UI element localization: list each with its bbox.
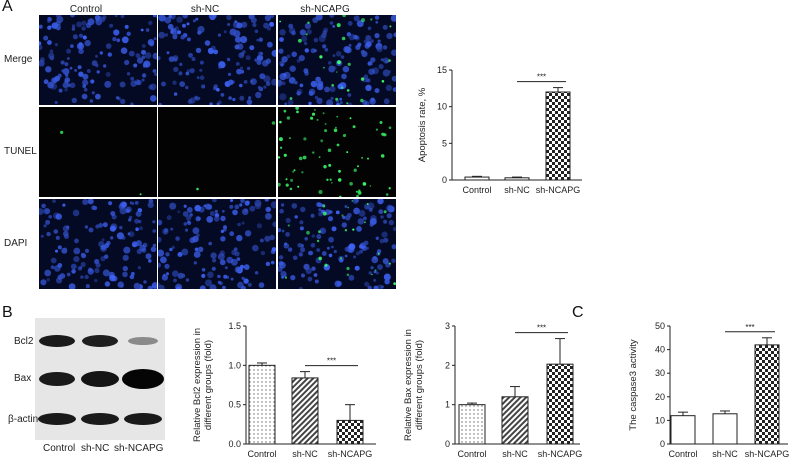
- micrograph-merge-sh-nc: [158, 15, 276, 105]
- panel-label-c: C: [572, 304, 584, 321]
- caspase3-bar: [670, 415, 696, 445]
- apoptosis-category-label: sh-NC: [504, 185, 530, 195]
- caspase3-y-tick-label: 40: [655, 345, 665, 355]
- caspase3-y-tick-label: 0: [660, 439, 665, 449]
- bcl2-y-tick-label: 0.5: [228, 400, 241, 410]
- bcl2-y-axis-label: Relative Bcl2 expression in: [192, 328, 203, 442]
- bax-y-tick-label: 0: [445, 439, 450, 449]
- bcl2-y-tick-label: 1.5: [228, 321, 241, 331]
- bax-bar: [546, 363, 574, 445]
- apoptosis-y-tick-label: 15: [437, 65, 447, 75]
- caspase3-y-tick-label: 30: [655, 368, 665, 378]
- bax-y-axis-label: Relative Bax expression in: [403, 329, 414, 441]
- bcl2-y-tick-label: 1.0: [228, 360, 241, 370]
- apoptosis-bar: [464, 176, 490, 181]
- micrograph-column-label: Control: [69, 4, 103, 15]
- wb-band-label: Bcl2: [14, 336, 34, 347]
- western-blot: [35, 318, 165, 440]
- wb-band-label: β-actin: [8, 414, 39, 425]
- wb-lane-label: Control: [43, 443, 76, 454]
- caspase3-bar: [712, 413, 738, 445]
- bcl2-category-label: sh-NCAPG: [328, 449, 373, 459]
- band-bax-shnc: [81, 371, 119, 387]
- apoptosis-bar: [504, 177, 530, 181]
- micrograph-dapi-sh-nc: [158, 199, 276, 289]
- caspase3-y-tick-label: 50: [655, 321, 665, 331]
- micrograph-merge-sh-ncapg: [278, 15, 396, 105]
- bcl2-bar: [291, 377, 319, 445]
- bax-bar: [501, 396, 529, 445]
- band-bcl2-shncapg: [128, 337, 158, 345]
- bcl2-bar: [336, 419, 364, 445]
- western-blot-bands: [35, 318, 165, 440]
- band-bcl2-shnc: [82, 335, 118, 347]
- wb-band-label: Bax: [14, 373, 32, 384]
- micrograph-dapi-sh-ncapg: [278, 199, 396, 289]
- apoptosis-y-tick-label: 5: [442, 138, 447, 148]
- micrograph-row-label: Merge: [4, 54, 33, 65]
- band-bax-shncapg: [122, 369, 164, 389]
- apoptosis-significance-label: ***: [537, 73, 546, 82]
- apoptosis-bar: [545, 91, 571, 181]
- bcl2-y-axis-label: different groups (fold): [203, 340, 214, 430]
- caspase3-y-axis-label: The caspase3 activity: [628, 339, 639, 431]
- bax-y-tick-label: 3: [445, 321, 450, 331]
- caspase3-category-label: sh-NCAPG: [745, 449, 790, 459]
- apoptosis-y-tick-label: 10: [437, 102, 447, 112]
- bax-y-axis-label: different groups (fold): [414, 340, 425, 430]
- bax-significance-label: ***: [537, 324, 546, 333]
- wb-lane-label: sh-NCAPG: [114, 443, 164, 454]
- micrograph-tunel-control: [39, 107, 157, 197]
- micrograph-tunel-sh-ncapg: [278, 107, 396, 197]
- caspase3-bar: [754, 344, 780, 445]
- bcl2-category-label: sh-NC: [292, 449, 318, 459]
- bax-category-label: Control: [457, 449, 486, 459]
- wb-lane-label: sh-NC: [81, 443, 110, 454]
- micrograph-row-label: DAPI: [4, 238, 28, 249]
- bax-category-label: sh-NC: [502, 449, 528, 459]
- caspase3-y-tick-label: 10: [655, 415, 665, 425]
- micrograph-row-label: TUNEL: [4, 146, 37, 157]
- bax-category-label: sh-NCAPG: [538, 449, 583, 459]
- micrograph-tunel-sh-nc: [158, 107, 276, 197]
- apoptosis-category-label: Control: [462, 185, 491, 195]
- band-actin-control: [38, 413, 76, 425]
- band-bax-control: [39, 372, 75, 386]
- micrograph-column-label: sh-NC: [190, 4, 220, 15]
- micrograph-dapi-control: [39, 199, 157, 289]
- caspase3-y-tick-label: 20: [655, 392, 665, 402]
- caspase3-category-label: sh-NC: [712, 449, 738, 459]
- band-actin-shncapg: [124, 413, 162, 425]
- bcl2-significance-label: ***: [327, 357, 336, 366]
- bax-bar: [458, 404, 486, 445]
- micrograph-merge-control: [39, 15, 157, 105]
- panel-label-a: A: [2, 0, 13, 15]
- micrograph-column-label: sh-NCAPG: [300, 4, 350, 15]
- bcl2-bar: [248, 364, 276, 445]
- apoptosis-y-axis-label: Apoptosis rate, %: [417, 87, 428, 162]
- panel-label-b: B: [2, 304, 13, 321]
- bax-y-tick-label: 1: [445, 400, 450, 410]
- bcl2-category-label: Control: [247, 449, 276, 459]
- apoptosis-y-tick-label: 0: [442, 175, 447, 185]
- bax-y-tick-label: 2: [445, 360, 450, 370]
- band-actin-shnc: [81, 413, 119, 425]
- bcl2-y-tick-label: 0.0: [228, 439, 241, 449]
- band-bcl2-control: [39, 335, 75, 347]
- caspase3-significance-label: ***: [745, 323, 754, 332]
- caspase3-category-label: Control: [668, 449, 697, 459]
- apoptosis-category-label: sh-NCAPG: [536, 185, 581, 195]
